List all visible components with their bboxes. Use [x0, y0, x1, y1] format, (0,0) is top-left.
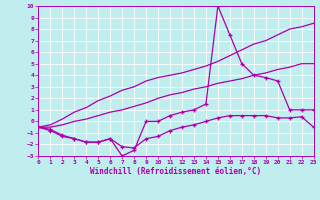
X-axis label: Windchill (Refroidissement éolien,°C): Windchill (Refroidissement éolien,°C)	[91, 167, 261, 176]
